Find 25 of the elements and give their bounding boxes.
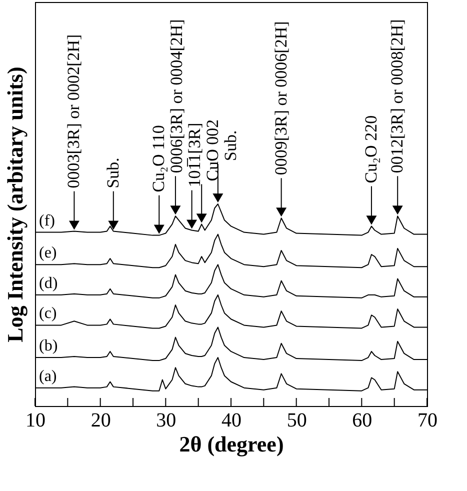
legend-label: (f) (39, 212, 55, 230)
series-label: (d) (39, 274, 58, 292)
x-tick-label: 30 (156, 410, 176, 432)
annotation: Cu₂O 110 (149, 125, 168, 192)
annotation: 0009[3R] or 0006[2H] (271, 21, 290, 176)
annotation: 0006[3R] or 0004[2H] (167, 19, 186, 174)
x-tick-label: 50 (286, 410, 307, 432)
x-tick-label: 60 (352, 410, 372, 432)
annotation: Sub. (221, 130, 240, 161)
annotation: 101̅1[3R] (185, 122, 204, 188)
x-tick-label: 20 (90, 410, 111, 432)
series-label: (e) (39, 244, 57, 262)
y-axis-title: Log Intensity (arbitary units) (2, 66, 28, 342)
annotation: 0003[3R] or 0002[2H] (64, 34, 84, 188)
annotation: Sub. (103, 158, 122, 188)
x-axis-title: 2θ (degree) (179, 432, 284, 456)
annotation: CuO 002 (203, 119, 222, 182)
annotation: 0012[3R] or 0008[2H] (388, 19, 407, 174)
x-tick-label: 40 (222, 410, 242, 432)
series-label: (b) (39, 338, 58, 355)
x-tick-label: 70 (418, 410, 438, 432)
series-label: (a) (39, 368, 57, 385)
series-label: (c) (39, 305, 57, 322)
x-tick-label: 10 (26, 410, 46, 432)
annotation: Cu₂O 220 (361, 115, 380, 184)
